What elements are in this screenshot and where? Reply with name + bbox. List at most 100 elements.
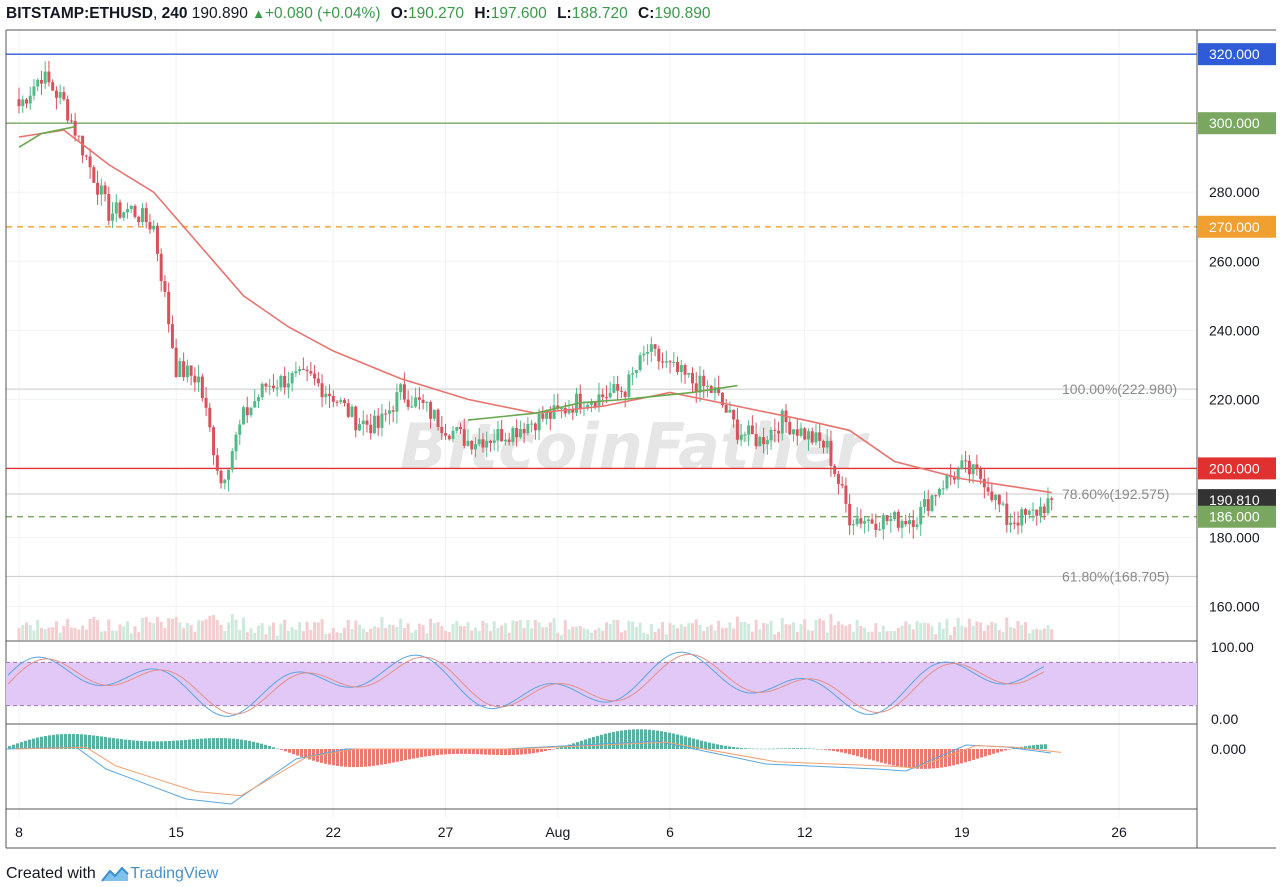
volume-bar bbox=[88, 618, 92, 640]
candle-body bbox=[103, 185, 107, 195]
macd-histogram-bar bbox=[40, 736, 43, 749]
candle-body bbox=[245, 407, 249, 416]
macd-histogram-bar bbox=[228, 738, 231, 749]
time-axis[interactable]: 8 15 22 27 Aug 6 12 19 26 bbox=[15, 824, 1127, 840]
volume-bar bbox=[1024, 621, 1028, 640]
volume-bar bbox=[911, 629, 915, 640]
macd-histogram-bar bbox=[740, 747, 743, 749]
macd-histogram-bar bbox=[884, 749, 887, 764]
candle-body bbox=[762, 437, 766, 445]
fib-label: 78.60%(192.575) bbox=[1062, 486, 1169, 502]
volume-bar bbox=[616, 620, 620, 640]
candle-body bbox=[47, 71, 51, 83]
candle-body bbox=[1009, 522, 1013, 525]
macd-histogram-bar bbox=[908, 749, 911, 769]
volume-bar bbox=[896, 627, 900, 640]
tradingview-brand[interactable]: TradingView bbox=[130, 865, 219, 882]
macd-histogram-bar bbox=[288, 749, 291, 753]
macd-histogram-bar bbox=[360, 749, 363, 767]
volume-bar bbox=[792, 622, 796, 640]
symbol-label[interactable]: BITSTAMP:ETHUSD bbox=[6, 5, 153, 22]
macd-histogram-bar bbox=[12, 744, 15, 749]
candle-body bbox=[163, 281, 167, 292]
macd-histogram-bar bbox=[208, 738, 211, 749]
price-axis[interactable]: 320.000 300.000 280.000 270.000 260.000 240.0… bbox=[1198, 43, 1276, 757]
volume-bar bbox=[642, 632, 646, 640]
candle-body bbox=[69, 120, 73, 122]
volume-bar bbox=[212, 615, 216, 640]
volume-bar bbox=[683, 626, 687, 640]
macd-histogram-bar bbox=[472, 749, 475, 755]
volume-bar bbox=[941, 628, 945, 640]
candle-body bbox=[167, 291, 171, 325]
candle-body bbox=[743, 434, 747, 436]
volume-bar bbox=[313, 622, 317, 640]
volume-bar bbox=[922, 622, 926, 640]
horizontal-lines[interactable] bbox=[6, 53, 1197, 518]
price-badge[interactable] bbox=[1198, 489, 1276, 512]
volume-bar bbox=[294, 629, 298, 640]
volume-bar bbox=[1012, 628, 1016, 640]
macd-histogram-bar bbox=[744, 748, 747, 749]
price-badge[interactable] bbox=[1198, 215, 1276, 238]
volume-bar bbox=[43, 629, 47, 640]
macd-histogram-bar bbox=[320, 749, 323, 763]
price-badge[interactable] bbox=[1198, 43, 1276, 66]
candle-body bbox=[107, 194, 111, 221]
interval-label[interactable]: 240 bbox=[161, 5, 188, 22]
volume-bar bbox=[376, 627, 380, 640]
candle-body bbox=[735, 419, 739, 440]
candle-body bbox=[765, 440, 769, 445]
price-badge[interactable] bbox=[1198, 457, 1276, 480]
price-badge-label: 270.000 bbox=[1209, 219, 1260, 235]
volume-bar bbox=[137, 632, 141, 640]
volume-bar bbox=[230, 614, 234, 640]
macd-histogram-bar bbox=[512, 749, 515, 755]
macd-histogram-bar bbox=[900, 749, 903, 767]
macd-histogram-bar bbox=[276, 748, 279, 750]
volume-bar bbox=[421, 625, 425, 640]
stoch-tick-label: 0.00 bbox=[1211, 711, 1238, 727]
macd-histogram-bar bbox=[116, 738, 119, 749]
candle-body bbox=[227, 469, 231, 480]
candle-body bbox=[54, 90, 58, 98]
volume-bar bbox=[743, 621, 747, 640]
candle-body bbox=[466, 440, 470, 446]
volume-bar bbox=[589, 632, 593, 640]
candle-body bbox=[937, 488, 941, 496]
volume-bar bbox=[967, 618, 971, 640]
volume-bar bbox=[840, 624, 844, 640]
macd-histogram-bar bbox=[892, 749, 895, 766]
candle-body bbox=[844, 485, 848, 504]
volume-bar bbox=[803, 619, 807, 640]
candle-body bbox=[814, 432, 818, 443]
macd-histogram-bar bbox=[728, 746, 731, 749]
fib-levels[interactable]: 100.00%(222.980) 78.60%(192.575) 61.80%(16… bbox=[6, 381, 1197, 584]
macd-histogram-bar bbox=[8, 746, 11, 749]
candle-body bbox=[612, 384, 616, 393]
macd-histogram-bar bbox=[840, 749, 843, 753]
candle-body bbox=[664, 361, 668, 363]
macd-histogram-bar bbox=[672, 733, 675, 749]
macd-histogram-bar bbox=[952, 749, 955, 766]
macd-histogram-bar bbox=[688, 737, 691, 749]
volume-bar bbox=[155, 616, 159, 640]
candle-body bbox=[728, 409, 732, 413]
macd-histogram-bar bbox=[96, 735, 99, 749]
macd-histogram-bar bbox=[772, 748, 775, 750]
macd-histogram-bar bbox=[668, 732, 671, 749]
macd-histogram-bar bbox=[652, 730, 655, 749]
macd-histogram-bar bbox=[960, 749, 963, 764]
candle-body bbox=[979, 469, 983, 479]
macd-histogram-bar bbox=[200, 738, 203, 749]
volume-bar bbox=[32, 630, 36, 640]
candle-body bbox=[249, 407, 253, 416]
macd-histogram-bar bbox=[464, 749, 467, 754]
macd-histogram-bar bbox=[656, 730, 659, 749]
candle-body bbox=[343, 400, 347, 404]
price-badge[interactable] bbox=[1198, 112, 1276, 135]
price-badge[interactable] bbox=[1198, 505, 1276, 528]
candle-body bbox=[683, 365, 687, 375]
volume-bar bbox=[290, 627, 294, 640]
